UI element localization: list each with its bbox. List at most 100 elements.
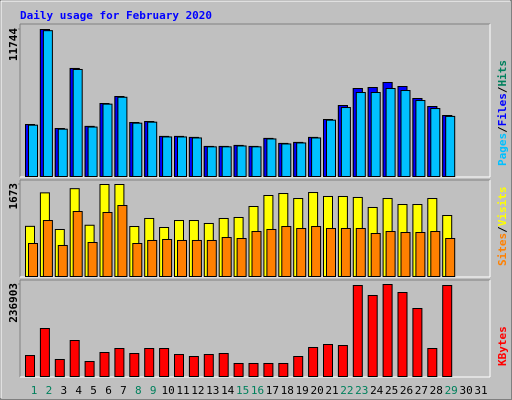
bar xyxy=(311,226,322,278)
bar xyxy=(162,136,173,177)
chart-title: Daily usage for February 2020 xyxy=(20,9,212,22)
legend: Sites/Visits xyxy=(496,187,509,267)
legend-entry: Files xyxy=(496,93,509,126)
bar xyxy=(445,238,456,277)
bar xyxy=(412,308,423,377)
bar xyxy=(367,294,378,377)
bar xyxy=(132,243,143,278)
bar xyxy=(340,227,351,277)
x-tick-label: 11 xyxy=(176,384,189,397)
bar xyxy=(203,354,214,377)
x-tick-label: 8 xyxy=(135,384,142,397)
x-tick-label: 25 xyxy=(385,384,398,397)
x-tick-label: 5 xyxy=(90,384,97,397)
bar xyxy=(355,227,366,277)
bar xyxy=(162,238,173,277)
x-tick-label: 19 xyxy=(296,384,309,397)
bar xyxy=(54,358,65,378)
legend-entry: Pages xyxy=(496,133,509,166)
x-tick-label: 1 xyxy=(31,384,38,397)
x-tick-label: 24 xyxy=(370,384,384,397)
bar xyxy=(355,92,366,177)
bar xyxy=(57,244,68,278)
x-tick-label: 9 xyxy=(150,384,157,397)
bar xyxy=(370,92,381,177)
x-tick-label: 20 xyxy=(310,384,323,397)
bar xyxy=(445,115,456,178)
bar xyxy=(397,292,408,378)
bar xyxy=(159,348,170,378)
bar xyxy=(251,146,262,178)
x-tick-label: 3 xyxy=(60,384,67,397)
bar xyxy=(266,228,277,277)
bar xyxy=(248,362,259,377)
bar xyxy=(427,348,438,378)
bar xyxy=(117,96,128,177)
bar xyxy=(296,227,307,277)
bar xyxy=(72,211,83,277)
bar xyxy=(28,124,38,177)
bar xyxy=(42,30,53,177)
bar xyxy=(221,146,232,178)
bar xyxy=(57,128,68,177)
bar xyxy=(281,226,292,278)
x-tick-label: 21 xyxy=(325,384,338,397)
x-tick-label: 22 xyxy=(340,384,353,397)
bar xyxy=(177,239,187,277)
bar xyxy=(293,356,304,377)
bar xyxy=(400,90,411,177)
legend-entry: Sites xyxy=(496,233,509,266)
x-tick-label: 18 xyxy=(281,384,294,397)
bar xyxy=(102,103,113,177)
x-tick-label: 27 xyxy=(415,384,428,397)
x-tick-label: 13 xyxy=(206,384,219,397)
bar xyxy=(340,107,351,177)
bar xyxy=(87,126,98,177)
bar xyxy=(191,137,202,177)
bar xyxy=(72,68,83,177)
bar xyxy=(221,237,232,277)
bar xyxy=(323,344,333,377)
x-tick-label: 7 xyxy=(120,384,127,397)
legend-separator: / xyxy=(496,86,509,93)
bar xyxy=(206,146,217,178)
bar xyxy=(87,242,98,277)
bar xyxy=(28,243,38,278)
bar xyxy=(25,355,35,377)
bar xyxy=(382,284,393,377)
bar xyxy=(236,145,247,178)
bar xyxy=(236,238,247,277)
y-tick-label: 1673 xyxy=(7,183,20,210)
bar xyxy=(263,362,274,377)
bar xyxy=(430,108,441,177)
bar xyxy=(42,220,53,278)
bar xyxy=(370,232,381,277)
x-tick-label: 28 xyxy=(430,384,443,397)
bar xyxy=(132,122,143,177)
bar xyxy=(218,353,229,378)
bar xyxy=(147,121,158,177)
legend-entry: Hits xyxy=(496,60,509,87)
bar xyxy=(352,285,363,377)
x-tick-label: 14 xyxy=(221,384,235,397)
bar xyxy=(191,239,202,277)
x-tick-label: 30 xyxy=(459,384,472,397)
y-tick-label: 11744 xyxy=(7,28,20,61)
bar xyxy=(206,239,217,277)
bar xyxy=(251,231,262,277)
x-tick-label: 15 xyxy=(236,384,249,397)
x-tick-label: 2 xyxy=(46,384,53,397)
bar xyxy=(385,88,396,177)
bar xyxy=(99,352,110,378)
bar xyxy=(430,231,441,277)
bar xyxy=(415,232,426,277)
bar xyxy=(308,346,319,378)
x-tick-label: 17 xyxy=(266,384,279,397)
legend-entry: Visits xyxy=(496,187,509,227)
bar xyxy=(296,142,307,177)
bar xyxy=(266,138,277,178)
legend: KBytes xyxy=(496,326,509,366)
